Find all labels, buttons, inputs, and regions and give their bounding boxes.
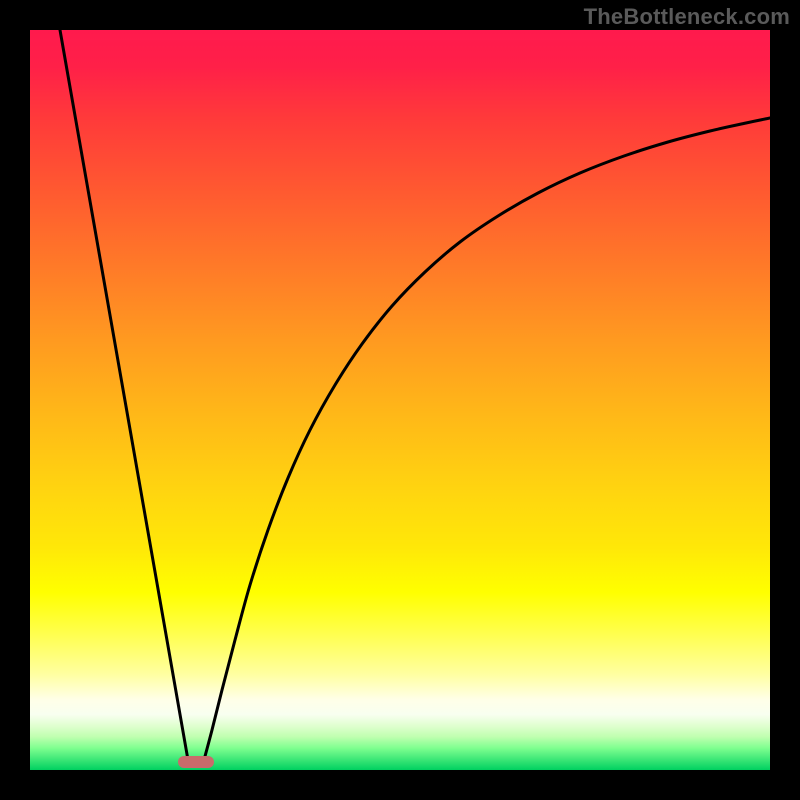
- watermark-text: TheBottleneck.com: [584, 4, 790, 30]
- plot-area: [30, 30, 770, 770]
- curve-left-line: [60, 30, 188, 760]
- curve-layer: [30, 30, 770, 770]
- chart-container: TheBottleneck.com: [0, 0, 800, 800]
- minimum-notch: [178, 756, 214, 768]
- curve-right-path: [204, 118, 770, 760]
